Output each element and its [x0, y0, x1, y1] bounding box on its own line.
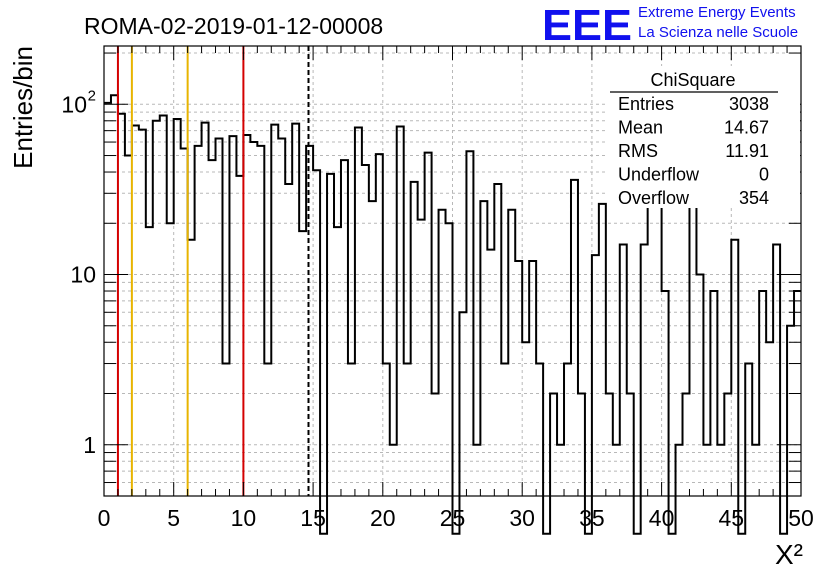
histogram-outline — [104, 94, 801, 535]
x-tick-label: 5 — [167, 505, 180, 531]
y-tick-label: 1 — [83, 432, 96, 458]
y-tick-label: 10 — [61, 91, 87, 117]
x-tick-label: 0 — [98, 505, 111, 531]
eee-logo-mark: EEE — [542, 1, 632, 50]
x-tick-label: 10 — [231, 505, 257, 531]
x-tick-label: 15 — [300, 505, 326, 531]
stats-row-value: 0 — [759, 165, 769, 185]
y-axis-label: Entries/bin — [8, 46, 38, 169]
x-tick-label: 50 — [788, 505, 814, 531]
x-tick-label: 40 — [649, 505, 675, 531]
stats-row-value: 14.67 — [724, 118, 769, 138]
x-axis-label: X² — [775, 539, 803, 570]
chart-title: ROMA-02-2019-01-12-00008 — [84, 13, 383, 39]
stats-rows: Entries 3038 Mean 14.67 RMS 11.91 Underflow 0 Ov… — [618, 94, 769, 208]
stats-row-value: 11.91 — [725, 141, 769, 161]
eee-logo: EEE Extreme Energy Events La Scienza nel… — [542, 1, 798, 50]
y-tick-label: 10 — [70, 262, 96, 288]
stats-row-label: Mean — [618, 118, 663, 138]
x-tick-label: 30 — [509, 505, 535, 531]
stats-row-label: Overflow — [618, 188, 690, 208]
histogram-bars — [104, 94, 801, 535]
stats-row-label: RMS — [618, 141, 658, 161]
x-tick-label: 35 — [579, 505, 605, 531]
reference-lines — [116, 46, 310, 496]
logo-line-2: La Scienza nelle Scuole — [638, 24, 798, 41]
stats-row-label: Entries — [618, 94, 674, 114]
axis-ticks — [103, 46, 802, 497]
stats-row-value: 354 — [739, 188, 769, 208]
stats-row-value: 3038 — [729, 94, 769, 114]
x-tick-label: 45 — [719, 505, 745, 531]
stats-title: ChiSquare — [650, 70, 735, 90]
x-tick-label: 20 — [370, 505, 396, 531]
stats-box-background — [608, 66, 800, 208]
x-tick-label: 25 — [440, 505, 466, 531]
stats-row-label: Underflow — [618, 165, 700, 185]
stats-box: ChiSquare Entries 3038 Mean 14.67 RMS 11.91 Un… — [608, 66, 800, 208]
y-tick-label-exponent: 2 — [88, 87, 96, 104]
logo-line-1: Extreme Energy Events — [638, 4, 796, 21]
